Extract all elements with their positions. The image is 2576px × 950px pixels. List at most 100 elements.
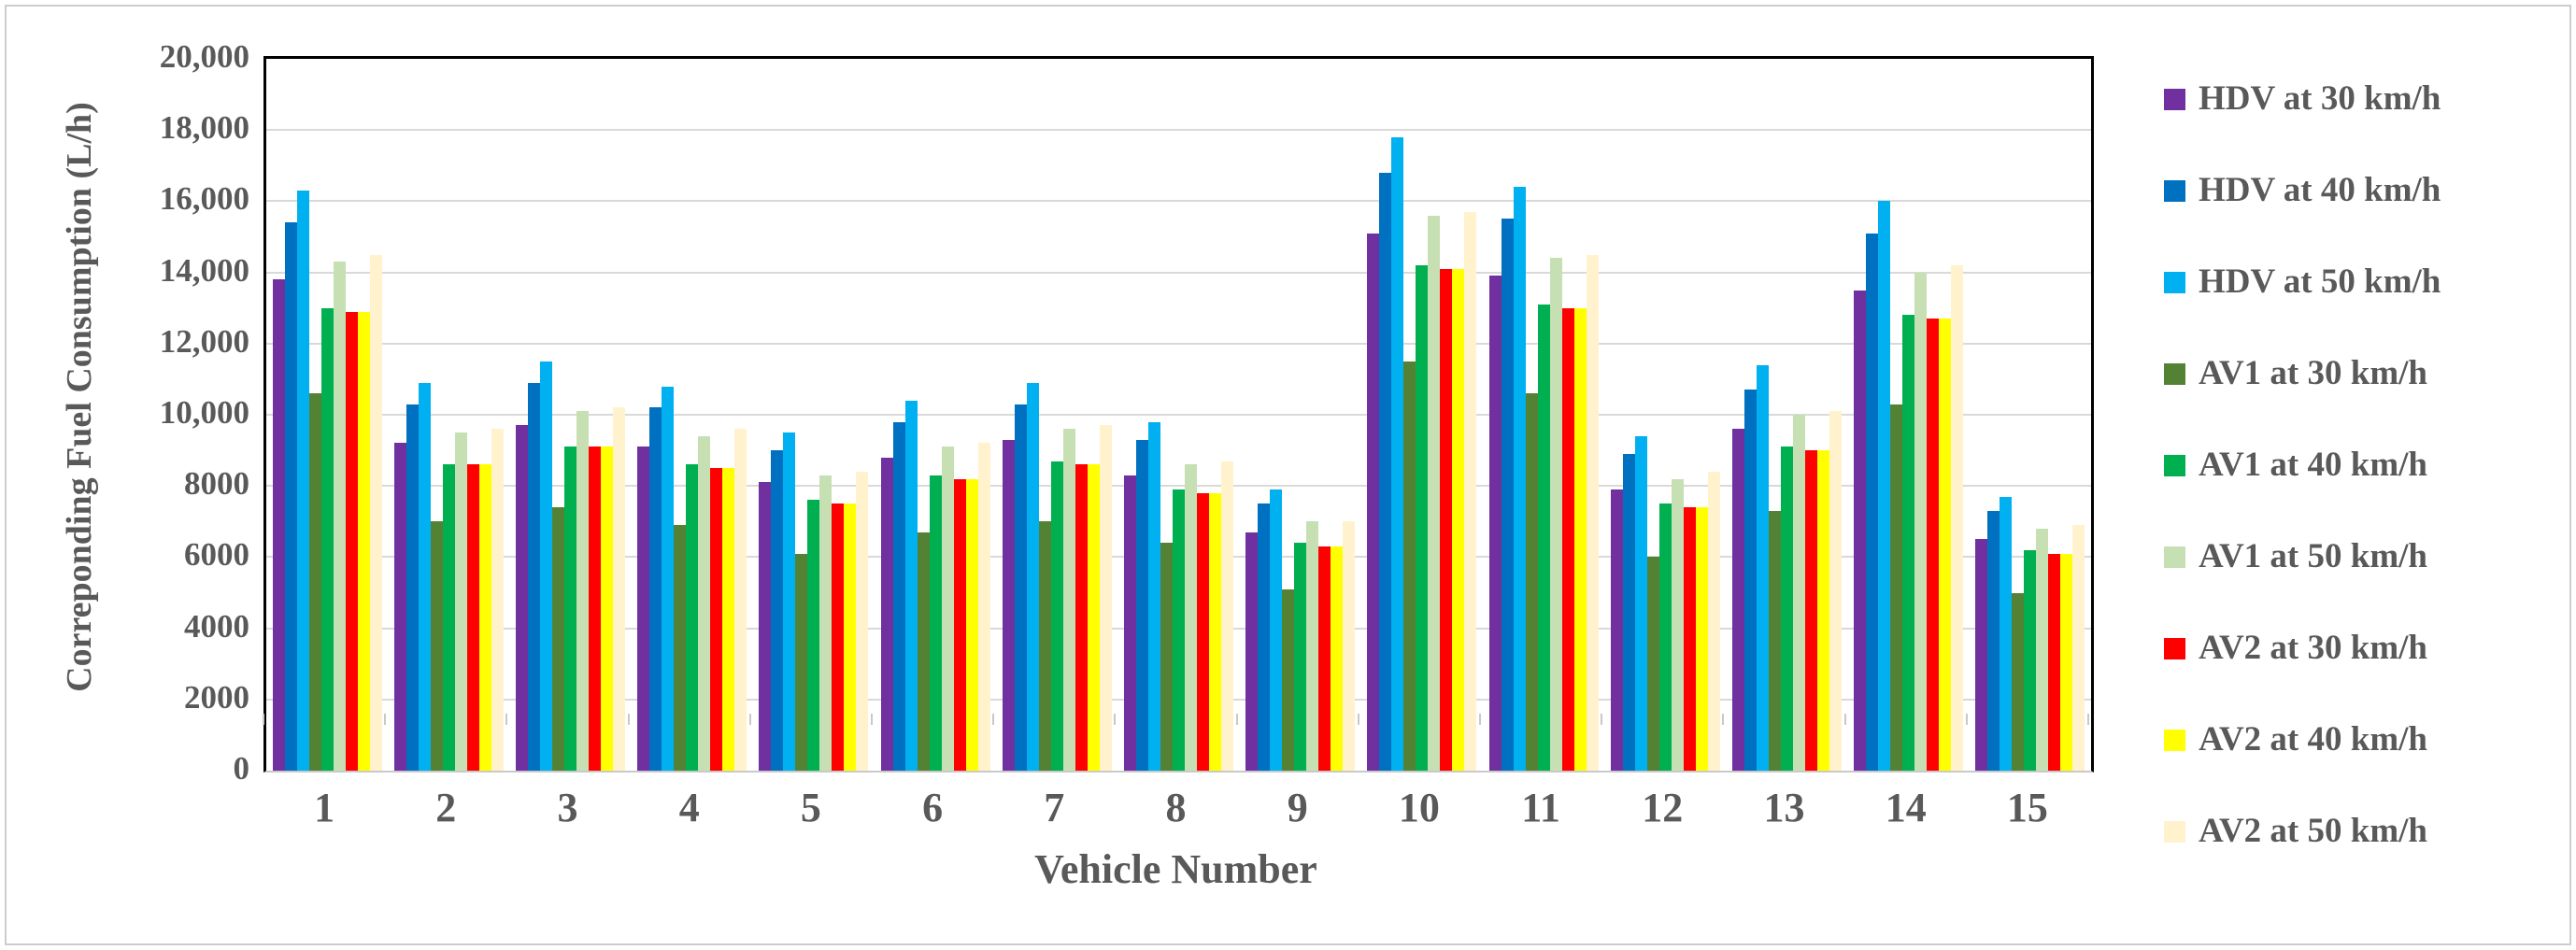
x-axis-tick-mark-2 bbox=[505, 714, 508, 725]
bar-av1-at-30-km/h-vehicle-12 bbox=[1646, 557, 1659, 771]
gridline-10000 bbox=[266, 414, 2091, 416]
y-tick-label-16000: 16,000 bbox=[159, 180, 249, 218]
x-axis-tick-mark-3 bbox=[627, 714, 630, 725]
bar-hdv-at-30-km/h-vehicle-6 bbox=[880, 457, 893, 771]
bar-av2-at-30-km/h-vehicle-5 bbox=[832, 503, 845, 771]
bar-hdv-at-40-km/h-vehicle-11 bbox=[1501, 219, 1514, 771]
bar-group-vehicle-11 bbox=[1483, 59, 1604, 771]
bar-hdv-at-40-km/h-vehicle-5 bbox=[771, 450, 784, 771]
x-axis-tick-mark-11 bbox=[1601, 714, 1603, 725]
bar-hdv-at-50-km/h-vehicle-11 bbox=[1513, 187, 1526, 771]
bar-hdv-at-30-km/h-vehicle-4 bbox=[637, 447, 650, 771]
bar-av1-at-30-km/h-vehicle-1 bbox=[308, 393, 321, 771]
bar-hdv-at-30-km/h-vehicle-2 bbox=[393, 443, 406, 771]
bar-av2-at-30-km/h-vehicle-15 bbox=[2048, 553, 2061, 771]
bar-av2-at-40-km/h-vehicle-11 bbox=[1573, 307, 1587, 771]
bar-av2-at-30-km/h-vehicle-11 bbox=[1561, 307, 1574, 771]
bar-av1-at-30-km/h-vehicle-2 bbox=[430, 521, 443, 771]
bar-hdv-at-30-km/h-vehicle-10 bbox=[1367, 233, 1380, 771]
bar-av2-at-40-km/h-vehicle-2 bbox=[478, 464, 491, 771]
legend-label: AV2 at 30 km/h bbox=[2199, 629, 2427, 667]
bar-av2-at-30-km/h-vehicle-8 bbox=[1196, 492, 1209, 771]
bar-av2-at-40-km/h-vehicle-5 bbox=[844, 503, 857, 771]
legend-swatch-icon bbox=[2164, 637, 2185, 659]
bar-av1-at-50-km/h-vehicle-4 bbox=[698, 435, 711, 771]
bar-group-vehicle-7 bbox=[996, 59, 1117, 771]
bar-av1-at-30-km/h-vehicle-3 bbox=[551, 507, 564, 771]
bar-hdv-at-50-km/h-vehicle-4 bbox=[662, 386, 675, 771]
bar-av1-at-40-km/h-vehicle-13 bbox=[1780, 447, 1793, 771]
x-axis-tick-mark-12 bbox=[1722, 714, 1725, 725]
bar-hdv-at-30-km/h-vehicle-8 bbox=[1123, 475, 1136, 771]
figure-border bbox=[5, 5, 2571, 945]
bar-hdv-at-30-km/h-vehicle-3 bbox=[515, 425, 528, 771]
bar-hdv-at-50-km/h-vehicle-10 bbox=[1391, 136, 1404, 771]
bar-hdv-at-40-km/h-vehicle-14 bbox=[1866, 233, 1879, 771]
bar-hdv-at-30-km/h-vehicle-11 bbox=[1488, 276, 1501, 771]
bar-av1-at-40-km/h-vehicle-2 bbox=[442, 464, 455, 771]
legend-entry-av2-at-30-km/h: AV2 at 30 km/h bbox=[2164, 630, 2427, 667]
bar-av1-at-30-km/h-vehicle-8 bbox=[1160, 543, 1173, 771]
x-tick-label-11: 11 bbox=[1521, 785, 1560, 830]
bar-group-vehicle-4 bbox=[632, 59, 753, 771]
bar-av2-at-40-km/h-vehicle-10 bbox=[1452, 268, 1465, 771]
bar-av1-at-40-km/h-vehicle-1 bbox=[320, 307, 334, 771]
bar-av1-at-50-km/h-vehicle-12 bbox=[1671, 478, 1684, 771]
x-axis-tick-mark-8 bbox=[1235, 714, 1238, 725]
legend-label: AV2 at 50 km/h bbox=[2199, 812, 2427, 850]
bar-hdv-at-50-km/h-vehicle-3 bbox=[539, 361, 552, 771]
gridline-8000 bbox=[266, 485, 2091, 488]
bar-av2-at-50-km/h-vehicle-5 bbox=[856, 471, 869, 771]
bar-av1-at-40-km/h-vehicle-14 bbox=[1902, 315, 1915, 771]
legend-swatch-icon bbox=[2164, 454, 2185, 476]
bar-hdv-at-40-km/h-vehicle-12 bbox=[1622, 453, 1635, 771]
bar-av1-at-40-km/h-vehicle-9 bbox=[1294, 543, 1307, 771]
bar-group-vehicle-8 bbox=[1117, 59, 1239, 771]
y-tick-label-6000: 6000 bbox=[184, 536, 249, 574]
bar-hdv-at-50-km/h-vehicle-14 bbox=[1878, 201, 1891, 771]
bar-av1-at-50-km/h-vehicle-13 bbox=[1792, 415, 1805, 771]
legend-swatch-icon bbox=[2164, 271, 2185, 293]
bar-hdv-at-40-km/h-vehicle-13 bbox=[1743, 390, 1757, 771]
bar-av2-at-40-km/h-vehicle-6 bbox=[965, 478, 978, 771]
bar-hdv-at-40-km/h-vehicle-1 bbox=[284, 222, 297, 771]
bar-av1-at-50-km/h-vehicle-1 bbox=[333, 262, 346, 771]
x-axis-tick-mark-13 bbox=[1843, 714, 1846, 725]
bar-av2-at-40-km/h-vehicle-14 bbox=[1939, 319, 1952, 771]
y-tick-label-2000: 2000 bbox=[184, 678, 249, 716]
legend-entry-av1-at-50-km/h: AV1 at 50 km/h bbox=[2164, 538, 2427, 575]
bar-av1-at-40-km/h-vehicle-4 bbox=[686, 464, 699, 771]
bar-group-vehicle-13 bbox=[1726, 59, 1847, 771]
bar-av2-at-30-km/h-vehicle-4 bbox=[710, 468, 723, 771]
bar-av2-at-50-km/h-vehicle-2 bbox=[491, 429, 504, 771]
bar-av1-at-30-km/h-vehicle-10 bbox=[1403, 361, 1416, 771]
bar-av2-at-40-km/h-vehicle-15 bbox=[2060, 553, 2073, 771]
bar-av2-at-50-km/h-vehicle-7 bbox=[1099, 425, 1112, 771]
bar-av2-at-50-km/h-vehicle-6 bbox=[977, 443, 990, 771]
bar-group-vehicle-12 bbox=[1604, 59, 1726, 771]
bar-hdv-at-30-km/h-vehicle-13 bbox=[1731, 429, 1744, 771]
bar-av1-at-40-km/h-vehicle-3 bbox=[563, 447, 576, 771]
y-tick-label-20000: 20,000 bbox=[159, 38, 249, 75]
bar-av2-at-50-km/h-vehicle-10 bbox=[1464, 211, 1477, 771]
x-tick-label-2: 2 bbox=[435, 785, 457, 830]
bar-av2-at-40-km/h-vehicle-9 bbox=[1331, 546, 1344, 771]
bar-hdv-at-40-km/h-vehicle-3 bbox=[527, 382, 540, 771]
bar-av2-at-30-km/h-vehicle-2 bbox=[466, 464, 479, 771]
legend-label: AV1 at 50 km/h bbox=[2199, 537, 2427, 575]
bar-av2-at-40-km/h-vehicle-12 bbox=[1695, 507, 1708, 771]
x-axis-tick-mark-14 bbox=[1965, 714, 1968, 725]
bar-av2-at-30-km/h-vehicle-14 bbox=[1927, 319, 1940, 771]
x-tick-label-10: 10 bbox=[1398, 785, 1440, 830]
legend-swatch-icon bbox=[2164, 820, 2185, 843]
x-tick-label-4: 4 bbox=[678, 785, 700, 830]
legend-entry-hdv-at-50-km/h: HDV at 50 km/h bbox=[2164, 263, 2441, 301]
x-tick-label-3: 3 bbox=[557, 785, 578, 830]
bar-av2-at-30-km/h-vehicle-10 bbox=[1440, 268, 1453, 771]
bar-hdv-at-50-km/h-vehicle-2 bbox=[418, 382, 431, 771]
gridline-14000 bbox=[266, 271, 2091, 274]
y-tick-label-14000: 14,000 bbox=[159, 251, 249, 289]
bar-hdv-at-50-km/h-vehicle-13 bbox=[1756, 364, 1769, 771]
bar-hdv-at-40-km/h-vehicle-15 bbox=[1987, 510, 2000, 771]
bar-av2-at-50-km/h-vehicle-8 bbox=[1220, 461, 1233, 771]
